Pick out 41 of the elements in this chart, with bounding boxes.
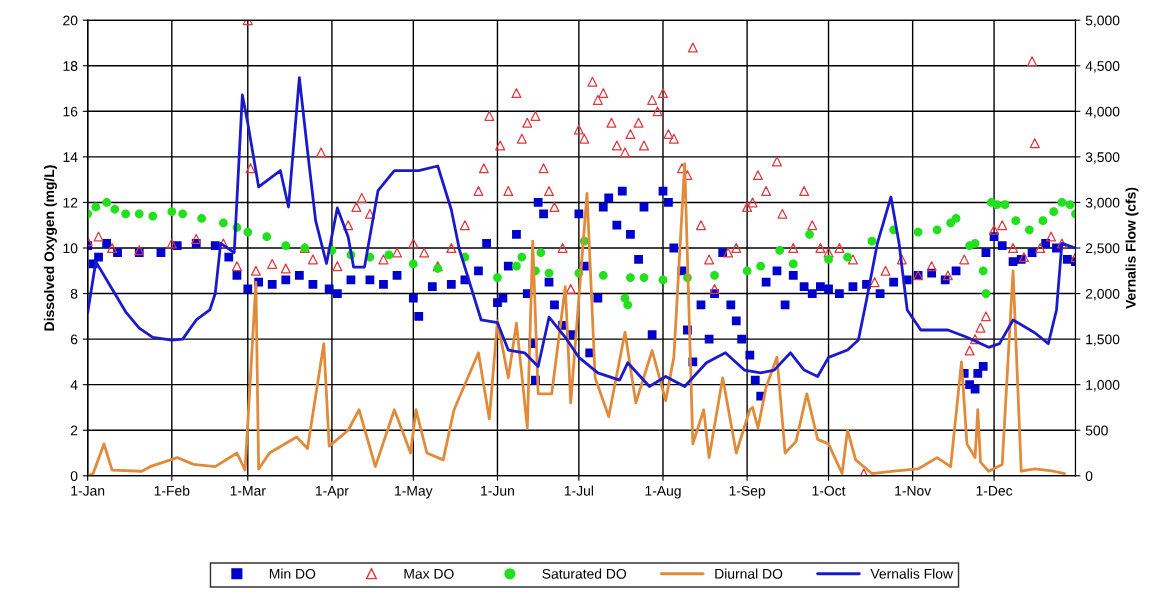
y2-tick-label: 4,000 [1085, 106, 1120, 119]
y-tick-label: 8 [70, 288, 78, 299]
y-tick-label: 2 [70, 425, 78, 436]
y2-tick-label: 2,500 [1085, 243, 1120, 255]
y2-tick-label: 5,000 [1085, 15, 1120, 28]
y2-tick-label: 2,000 [1085, 288, 1120, 301]
legend-label: Diurnal DO [715, 568, 783, 579]
legend-label: Saturated DO [542, 568, 627, 579]
x-tick-label: 1-Aug [645, 486, 681, 499]
x-tick-label: 1-Dec [976, 486, 1013, 496]
y2-tick-label: 0 [1085, 471, 1093, 481]
y2-tick-label: 500 [1085, 425, 1108, 436]
y2-tick-label: 1,000 [1086, 380, 1120, 392]
y2-tick-label: 4,500 [1085, 61, 1120, 73]
x-tick-label: 1-Jul [564, 485, 593, 496]
y2-tick-label: 1,500 [1086, 334, 1120, 346]
x-tick-label: 1-Jan [71, 486, 105, 496]
y-axis-title: Dissolved Oxygen (mg/L) [43, 165, 57, 331]
x-tick-label: 1-Jun [481, 486, 514, 496]
y-tick-label: 14 [63, 152, 78, 162]
x-tick-label: 1-Nov [895, 486, 932, 496]
y-tick-label: 18 [63, 61, 78, 71]
y-tick-label: 10 [63, 243, 78, 254]
x-tick-label: 1-Oct [812, 485, 846, 496]
y-tick-label: 12 [63, 197, 78, 208]
legend-label: Vernalis Flow [870, 568, 954, 579]
y-tick-label: 16 [63, 106, 78, 117]
x-tick-label: 1-May [395, 486, 433, 499]
y-tick-label: 20 [63, 15, 78, 26]
y2-axis-title: Vernalis Flow (cfs) [1125, 187, 1139, 309]
y-tick-label: 0 [70, 471, 78, 481]
legend-label: Max DO [404, 568, 454, 579]
x-tick-label: 1-Mar [230, 486, 266, 496]
x-tick-label: 1-Feb [154, 485, 190, 496]
x-tick-label: 1-Apr [315, 486, 349, 499]
x-tick-label: 1-Sep [729, 485, 766, 499]
y2-tick-label: 3,000 [1085, 197, 1120, 210]
y-tick-label: 4 [70, 380, 78, 390]
y2-tick-label: 3,500 [1085, 152, 1120, 164]
y-tick-label: 6 [70, 334, 78, 345]
legend-label: Min DO [269, 568, 316, 579]
